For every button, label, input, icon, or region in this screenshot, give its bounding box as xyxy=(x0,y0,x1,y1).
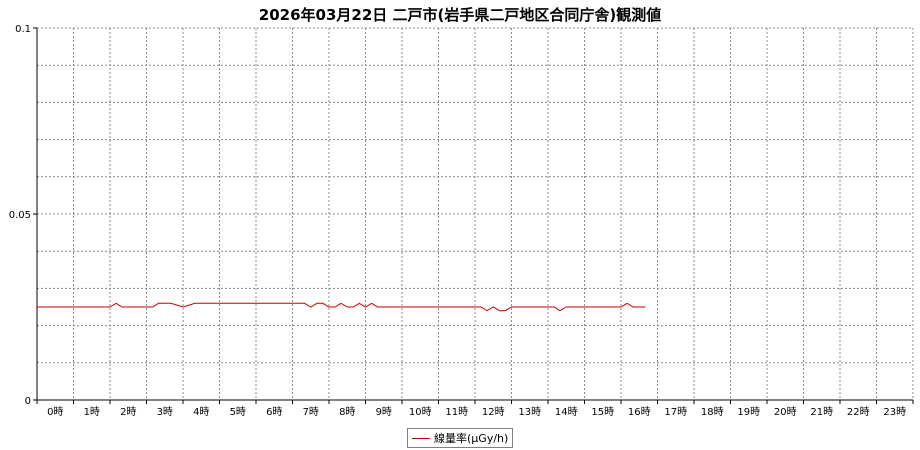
y-tick-label: 0.05 xyxy=(9,210,31,221)
legend: 線量率(μGy/h) xyxy=(407,428,514,448)
x-tick-label: 3時 xyxy=(157,406,173,418)
x-tick-label: 1時 xyxy=(84,406,100,418)
x-tick-label: 5時 xyxy=(230,406,246,418)
x-tick-label: 2時 xyxy=(120,406,136,418)
x-tick-label: 8時 xyxy=(339,406,355,418)
chart-title: 2026年03月22日 二戸市(岩手県二戸地区合同庁舎)観測値 xyxy=(258,6,662,24)
y-tick-label: 0.1 xyxy=(15,24,31,35)
series-layer xyxy=(37,302,646,312)
x-tick-label: 13時 xyxy=(518,406,541,418)
x-tick-label: 7時 xyxy=(303,406,319,418)
x-tick-label: 15時 xyxy=(591,406,614,418)
x-tick-label: 19時 xyxy=(737,406,760,418)
x-tick-label: 6時 xyxy=(266,406,282,418)
series-line xyxy=(37,302,646,312)
x-tick-label: 4時 xyxy=(193,406,209,418)
x-tick-label: 21時 xyxy=(810,406,833,418)
y-tick-label: 0 xyxy=(25,396,31,407)
x-tick-label: 12時 xyxy=(482,406,505,418)
x-tick-label: 20時 xyxy=(774,406,797,418)
y-tick-labels: 0 0.05 0.1 xyxy=(9,24,31,407)
x-tick-label: 18時 xyxy=(701,406,724,418)
x-tick-label: 14時 xyxy=(555,406,578,418)
x-tick-label: 22時 xyxy=(847,406,870,418)
x-tick-label: 10時 xyxy=(409,406,432,418)
x-tick-label: 9時 xyxy=(376,406,392,418)
x-tick-label: 11時 xyxy=(445,406,468,418)
legend-swatch xyxy=(412,437,430,439)
legend-label: 線量率(μGy/h) xyxy=(434,432,509,445)
x-tick-label: 17時 xyxy=(664,406,687,418)
grid-layer xyxy=(37,28,913,400)
x-tick-label: 0時 xyxy=(47,406,63,418)
x-tick-label: 23時 xyxy=(883,406,906,418)
x-tick-label: 16時 xyxy=(628,406,651,418)
axis-layer xyxy=(33,27,914,404)
x-tick-labels: 0時 1時 2時 3時 4時 5時 6時 7時 8時 9時 10時 11時 12時 13時 14時 15時 16… xyxy=(47,406,906,418)
